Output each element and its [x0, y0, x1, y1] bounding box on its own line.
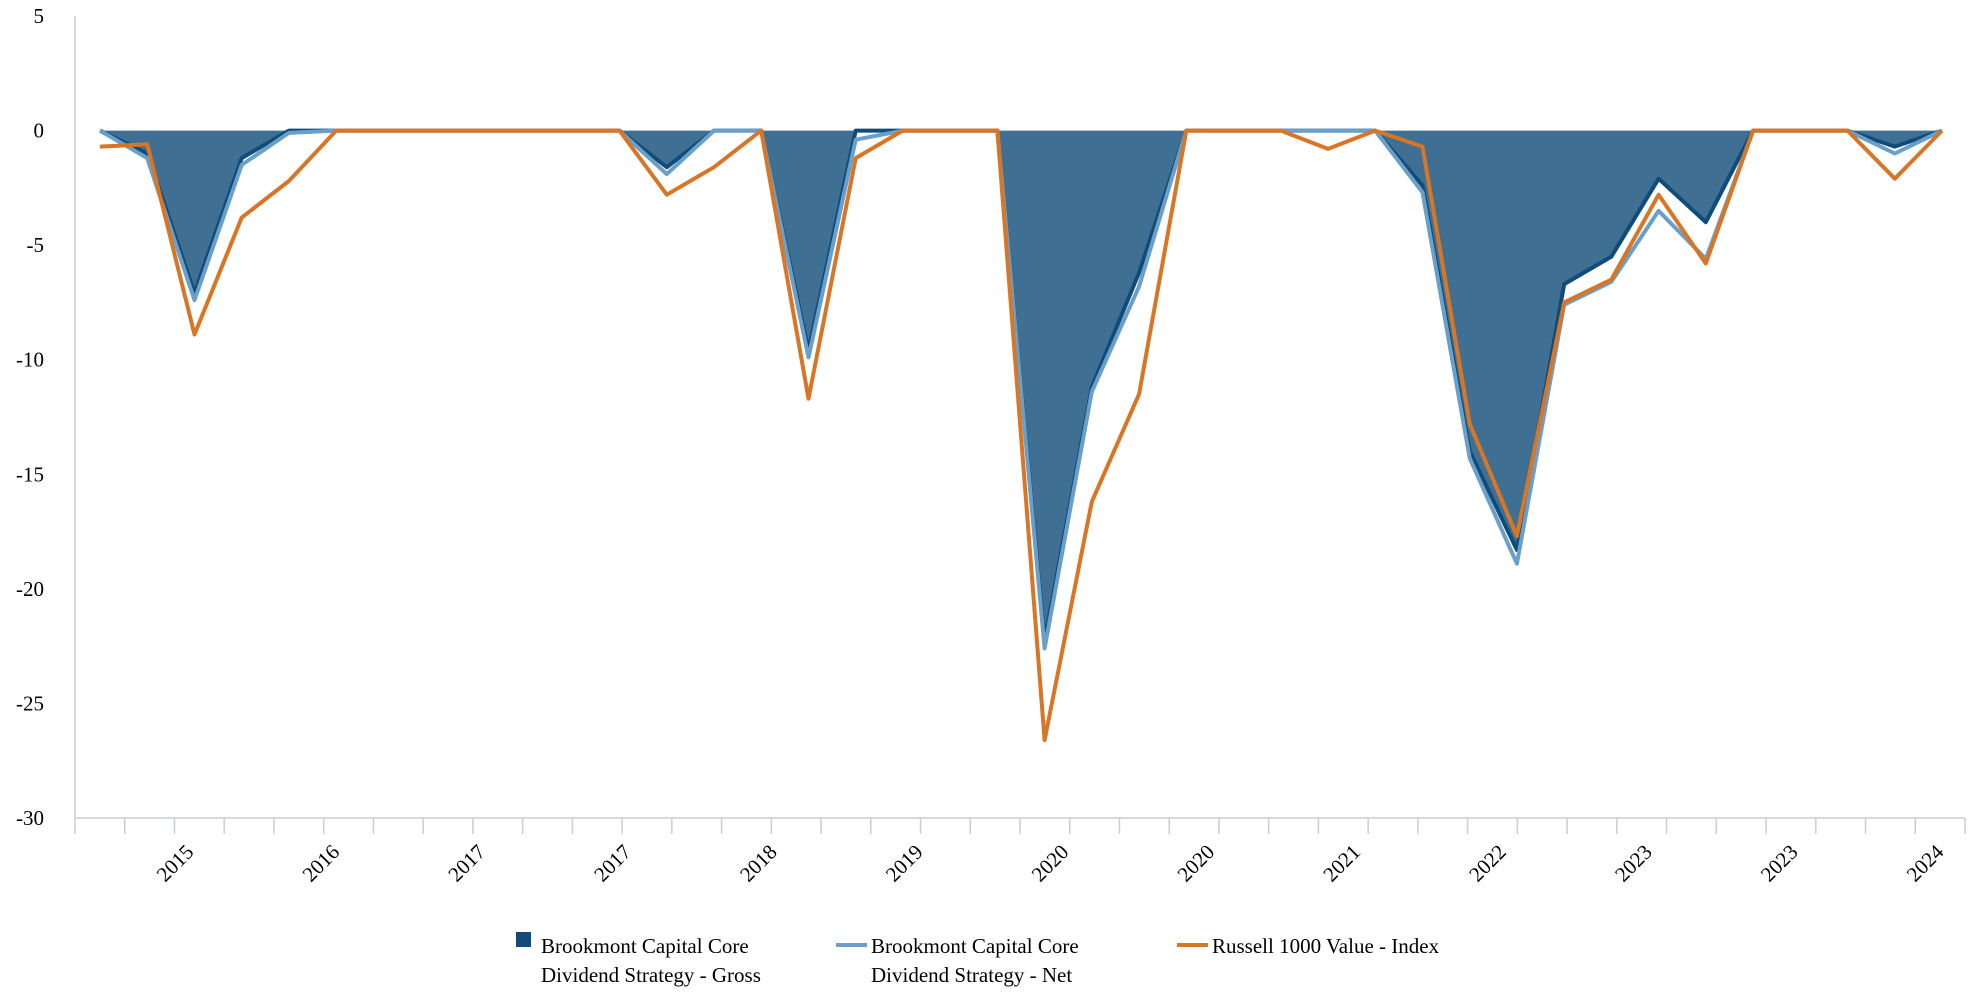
y-tick-label: -10	[16, 348, 44, 372]
y-tick-label: -20	[16, 577, 44, 601]
y-tick-label: -30	[16, 806, 44, 830]
x-tick-label: 2024	[1902, 839, 1949, 886]
x-tick-label: 2022	[1464, 840, 1511, 887]
x-tick-label: 2021	[1318, 840, 1365, 887]
x-tick-label: 2017	[443, 840, 490, 887]
y-tick-label: -5	[27, 233, 45, 257]
x-tick-label: 2023	[1610, 840, 1657, 887]
x-tick-label: 2015	[152, 840, 199, 887]
plot-area	[98, 128, 1944, 743]
legend-label-line2: Dividend Strategy - Gross	[541, 963, 761, 987]
legend-label-line1: Russell 1000 Value - Index	[1212, 934, 1440, 958]
y-tick-label: 0	[34, 119, 45, 143]
y-tick-label: -15	[16, 462, 44, 486]
x-tick-label: 2023	[1756, 840, 1803, 887]
legend-swatch-square	[516, 932, 531, 947]
legend-label-line2: Dividend Strategy - Net	[871, 963, 1072, 987]
y-tick-label: -25	[16, 691, 44, 715]
legend-item: Russell 1000 Value - Index	[1177, 934, 1440, 958]
legend-label-line1: Brookmont Capital Core	[871, 934, 1079, 958]
x-tick-label: 2019	[881, 840, 928, 887]
legend-item: Brookmont Capital Core Dividend Strategy …	[516, 932, 761, 987]
series-index-line	[99, 128, 1944, 743]
legend-label-line1: Brookmont Capital Core	[541, 934, 749, 958]
x-tick-label: 2016	[298, 840, 345, 887]
x-tick-label: 2017	[589, 840, 636, 887]
legend-item: Brookmont Capital Core Dividend Strategy …	[836, 934, 1079, 987]
y-tick-label: 5	[34, 4, 45, 28]
x-tick-label: 2020	[1173, 840, 1220, 887]
x-tick-label: 2020	[1027, 840, 1074, 887]
x-tick-label: 2018	[735, 840, 782, 887]
legend: Brookmont Capital Core Dividend Strategy …	[516, 932, 1440, 987]
